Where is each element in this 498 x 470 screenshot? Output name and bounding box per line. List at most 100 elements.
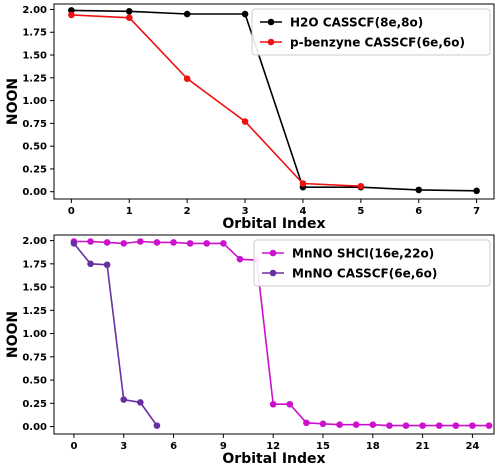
data-point xyxy=(485,422,493,429)
chart-panel-2: 0.00 0.25 0.50 0.75 1.00 1.25 1.50 1.75 2.00 0 3 6 9… xyxy=(5,234,495,467)
data-point xyxy=(153,239,161,246)
legend-swatch-marker xyxy=(269,249,277,257)
data-point xyxy=(269,400,277,408)
data-point xyxy=(183,10,191,18)
x-tick-label: 4 xyxy=(299,206,306,217)
y-axis-label: NOON xyxy=(5,78,21,125)
y-tick-label: 0.50 xyxy=(22,376,47,387)
series-line xyxy=(71,9,477,192)
data-point xyxy=(336,421,343,429)
y-tick-label: 1.25 xyxy=(22,73,47,84)
legend-label: MnNO SHCI(16e,22o) xyxy=(292,247,434,261)
data-point xyxy=(220,240,227,247)
data-point xyxy=(473,187,480,195)
data-point xyxy=(303,419,310,427)
data-point xyxy=(170,239,177,246)
data-point xyxy=(125,14,133,21)
x-tick-label: 9 xyxy=(220,441,227,452)
x-tick-label: 1 xyxy=(126,206,133,217)
data-point xyxy=(299,180,307,187)
data-point xyxy=(70,240,78,247)
data-point xyxy=(415,186,423,194)
series-line xyxy=(71,14,361,187)
data-point xyxy=(68,7,75,14)
x-tick-label: 6 xyxy=(170,441,177,452)
data-point xyxy=(183,75,191,83)
x-axis-label: Orbital Index xyxy=(222,216,325,232)
y-tick-label: 1.75 xyxy=(22,28,47,39)
data-point xyxy=(469,422,476,429)
data-point xyxy=(286,400,294,408)
x-tick-label: 0 xyxy=(68,206,75,217)
series-2 xyxy=(68,11,365,190)
x-tick-label: 6 xyxy=(415,206,422,217)
y-tick-label: 0.75 xyxy=(22,352,47,363)
y-tick-label: 0.00 xyxy=(22,187,47,198)
data-point xyxy=(87,260,94,268)
data-point xyxy=(120,240,128,247)
data-point xyxy=(137,399,144,406)
x-tick-label: 7 xyxy=(473,206,480,217)
data-point xyxy=(203,240,211,247)
legend-box xyxy=(253,239,491,287)
y-axis-label: NOON xyxy=(5,311,21,358)
x-tick-label: 18 xyxy=(366,441,380,452)
legend-label: MnNO CASSCF(6e,6o) xyxy=(292,267,437,281)
x-tick-label: 24 xyxy=(465,441,479,452)
y-tick-label: 1.00 xyxy=(22,329,47,340)
data-point xyxy=(452,422,460,429)
data-point xyxy=(120,396,128,403)
data-point xyxy=(357,182,365,190)
data-point xyxy=(435,422,443,429)
x-tick-label: 15 xyxy=(316,441,330,452)
series-1 xyxy=(70,238,493,429)
x-tick-label: 21 xyxy=(416,441,430,452)
x-axis-label: Orbital Index xyxy=(222,451,325,467)
x-tick-label: 12 xyxy=(266,441,280,452)
series-2 xyxy=(70,240,161,429)
data-point xyxy=(402,422,410,429)
data-point xyxy=(125,7,133,15)
y-tick-label: 2.00 xyxy=(22,5,47,16)
data-point xyxy=(369,421,377,429)
data-point xyxy=(241,118,249,125)
data-point xyxy=(386,422,393,429)
legend-label: p-benzyne CASSCF(6e,6o) xyxy=(290,36,465,50)
y-tick-label: 2.00 xyxy=(22,236,47,247)
data-point xyxy=(319,420,327,428)
legend: H2O CASSCF(8e,8o) p-benzyne CASSCF(6e,6o) xyxy=(251,8,491,56)
legend-swatch-marker xyxy=(269,269,277,277)
data-point xyxy=(68,11,75,19)
y-tick-label: 0.75 xyxy=(22,119,47,130)
y-tick-label: 1.50 xyxy=(22,283,47,294)
data-point xyxy=(103,239,111,246)
y-tick-label: 0.25 xyxy=(22,399,47,410)
data-point xyxy=(236,255,244,263)
y-tick-label: 1.00 xyxy=(22,96,47,107)
data-point xyxy=(87,238,94,245)
data-point xyxy=(241,10,249,18)
legend: MnNO SHCI(16e,22o) MnNO CASSCF(6e,6o) xyxy=(253,239,491,287)
legend-box xyxy=(251,8,491,56)
legend-swatch-marker xyxy=(267,18,275,26)
x-tick-label: 3 xyxy=(242,206,249,217)
data-point xyxy=(186,240,194,247)
legend-swatch-marker xyxy=(267,38,275,46)
plot-frame xyxy=(53,234,495,435)
data-point xyxy=(103,261,111,269)
data-point xyxy=(137,238,144,245)
x-tick-label: 3 xyxy=(120,441,127,452)
y-tick-label: 0.00 xyxy=(22,422,47,433)
data-point xyxy=(153,422,161,429)
x-tick-label: 0 xyxy=(70,441,77,452)
y-tick-label: 0.50 xyxy=(22,142,47,153)
y-tick-label: 0.25 xyxy=(22,164,47,175)
y-tick-label: 1.50 xyxy=(22,51,47,62)
legend-label: H2O CASSCF(8e,8o) xyxy=(290,16,423,30)
x-tick-label: 2 xyxy=(184,206,191,217)
x-tick-label: 5 xyxy=(357,206,364,217)
series-line xyxy=(73,242,158,427)
y-tick-label: 1.25 xyxy=(22,306,47,317)
data-point xyxy=(419,422,426,429)
